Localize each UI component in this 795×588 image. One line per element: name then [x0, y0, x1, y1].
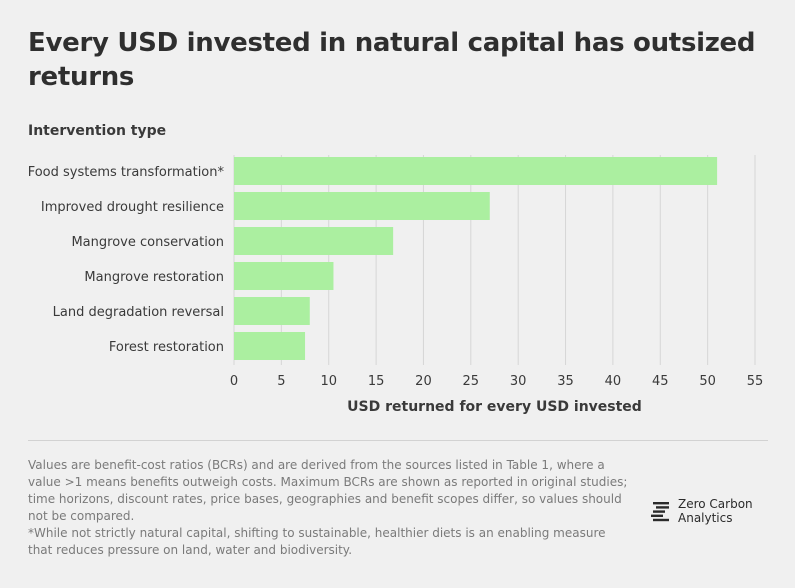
- bars: [234, 157, 718, 360]
- x-tick-label: 0: [230, 374, 238, 389]
- category-label: Forest restoration: [109, 340, 224, 355]
- x-tick-label: 40: [605, 374, 622, 389]
- x-tick-label: 20: [415, 374, 432, 389]
- category-label: Mangrove restoration: [84, 270, 224, 285]
- x-tick-label: 45: [652, 374, 669, 389]
- chart-title: Every USD invested in natural capital ha…: [28, 28, 756, 92]
- category-label: Mangrove conservation: [71, 235, 224, 250]
- bar: [234, 192, 490, 220]
- grid-lines: [233, 155, 756, 365]
- logo-line-1: Zero Carbon: [678, 497, 753, 511]
- zca-logo-icon: [651, 502, 669, 522]
- methodology-note: Values are benefit-cost ratios (BCRs) an…: [28, 458, 628, 523]
- divider: [28, 440, 768, 441]
- category-label: Land degradation reversal: [53, 305, 224, 320]
- bar: [234, 297, 310, 325]
- x-tick-label: 5: [277, 374, 285, 389]
- x-tick-label: 10: [320, 374, 337, 389]
- logo-text: Zero Carbon Analytics: [678, 497, 753, 525]
- footnotes: Values are benefit-cost ratios (BCRs) an…: [28, 457, 628, 559]
- bar-chart: Food systems transformation* Improved dro…: [28, 155, 763, 389]
- x-tick-label: 35: [557, 374, 574, 389]
- logo-line-2: Analytics: [678, 511, 733, 525]
- bar: [234, 157, 718, 185]
- bar: [234, 227, 394, 255]
- category-labels: Food systems transformation* Improved dro…: [28, 165, 225, 355]
- y-axis-header: Intervention type: [28, 123, 167, 139]
- category-label: Improved drought resilience: [41, 200, 224, 215]
- zca-logo: Zero Carbon Analytics: [650, 497, 753, 525]
- x-axis-title: USD returned for every USD invested: [347, 399, 642, 415]
- bar: [234, 262, 334, 290]
- category-label: Food systems transformation*: [28, 165, 225, 180]
- x-tick-label: 50: [699, 374, 716, 389]
- x-tick-label: 25: [463, 374, 480, 389]
- x-tick-labels: 0 5 10 15 20 25 30 35 40 45 50 55: [230, 374, 763, 389]
- x-tick-label: 55: [747, 374, 764, 389]
- asterisk-note: *While not strictly natural capital, shi…: [28, 526, 606, 557]
- x-tick-label: 15: [368, 374, 385, 389]
- x-tick-label: 30: [510, 374, 527, 389]
- bar: [234, 332, 306, 360]
